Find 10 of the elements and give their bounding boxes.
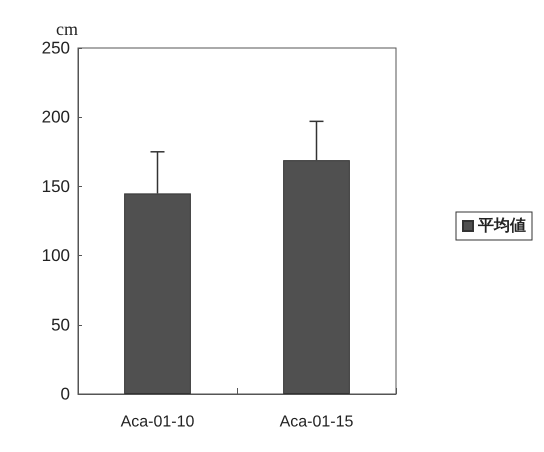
y-tick-label: 250 bbox=[42, 38, 70, 58]
x-tick-label: Aca-01-10 bbox=[120, 414, 195, 430]
y-tick-label: 100 bbox=[42, 246, 70, 266]
y-tick-label: 50 bbox=[51, 315, 70, 334]
y-tick-label: 0 bbox=[60, 384, 70, 404]
legend-label: 平均値 bbox=[477, 216, 526, 234]
y-axis-title: cm bbox=[56, 19, 78, 39]
x-tick-label: Aca-01-15 bbox=[280, 414, 354, 430]
y-tick-label: 200 bbox=[42, 108, 70, 127]
y-tick-label: 150 bbox=[42, 176, 70, 196]
